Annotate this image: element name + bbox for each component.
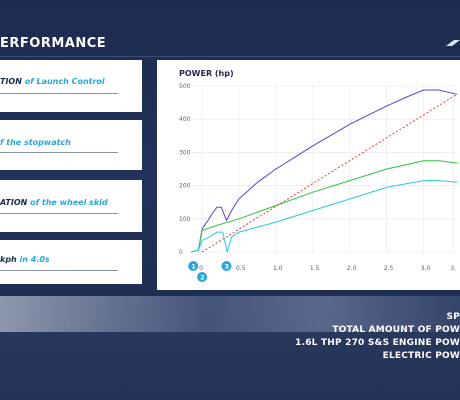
marker-label: 3 [224, 263, 229, 271]
spec-line-electric-power: ELECTRIC POW [382, 351, 460, 361]
x-tick-label: 2.5 [384, 265, 394, 272]
marker-1-icon [188, 261, 199, 271]
card-launch-control[interactable]: TION of Launch Control [0, 60, 142, 112]
card-wheel-skid[interactable]: ATION of the wheel skid [0, 180, 142, 232]
spec-line-speed: SP [446, 312, 460, 322]
x-tick-label: 0.5 [236, 265, 246, 272]
card-stopwatch-text: f the stopwatch [0, 138, 71, 147]
x-tick-label: 0 [199, 265, 203, 272]
card-underline [0, 152, 118, 153]
card-underline [0, 93, 118, 94]
series-line-3 [201, 93, 458, 253]
marker-2-icon [197, 272, 208, 282]
marker-label: 2 [200, 274, 205, 282]
card-launch-control-prefix: TION [0, 77, 22, 86]
card-underline [0, 270, 118, 271]
page-title: ERFORMANCE [0, 36, 107, 51]
card-wheel-skid-text: ATION of the wheel skid [0, 198, 108, 207]
card-acceleration-suffix: in 4.0s [16, 255, 50, 264]
specs-band-strip [0, 296, 460, 332]
marker-label: 1 [191, 263, 196, 271]
x-tick-label: 1.5 [310, 265, 320, 272]
series-line-2 [190, 180, 458, 253]
card-wheel-skid-suffix: of the wheel skid [27, 198, 108, 207]
x-tick-label: 3. [450, 265, 456, 272]
series-line-1 [190, 160, 458, 253]
y-tick-label: 200 [179, 183, 191, 190]
marker-3-icon [221, 261, 232, 271]
card-acceleration-text: kph in 4.0s [0, 255, 50, 264]
y-tick-label: 0 [179, 249, 183, 256]
x-tick-label: 2.0 [347, 265, 357, 272]
y-tick-label: 500 [179, 83, 191, 90]
power-chart-panel: POWER (hp) 0 100 200 300 400 500 0 0.5 1.0 1.5 2.0… [157, 60, 460, 290]
spec-line-engine-power: 1.6L THP 270 S&S ENGINE POW [295, 338, 460, 348]
card-stopwatch[interactable]: f the stopwatch [0, 120, 142, 170]
card-launch-control-text: TION of Launch Control [0, 77, 105, 86]
x-tick-label: 3.0 [421, 265, 431, 272]
card-acceleration-prefix: kph [0, 255, 17, 264]
header-divider [0, 56, 460, 57]
series-line-0 [190, 89, 458, 253]
y-tick-label: 300 [179, 149, 191, 156]
y-tick-label: 400 [179, 116, 191, 123]
power-chart: POWER (hp) 0 100 200 300 400 500 0 0.5 1.0 1.5 2.0… [179, 69, 458, 282]
card-launch-control-suffix: of Launch Control [21, 77, 105, 86]
brand-logo-icon [446, 40, 460, 46]
chart-title: POWER (hp) [179, 69, 234, 78]
card-wheel-skid-prefix: ATION [0, 198, 28, 207]
spec-line-total-power: TOTAL AMOUNT OF POW [332, 325, 460, 335]
card-stopwatch-suffix: f the stopwatch [0, 138, 71, 147]
card-underline [0, 213, 118, 214]
y-tick-label: 100 [179, 216, 191, 223]
card-acceleration[interactable]: kph in 4.0s [0, 240, 142, 284]
x-tick-label: 1.0 [273, 265, 283, 272]
